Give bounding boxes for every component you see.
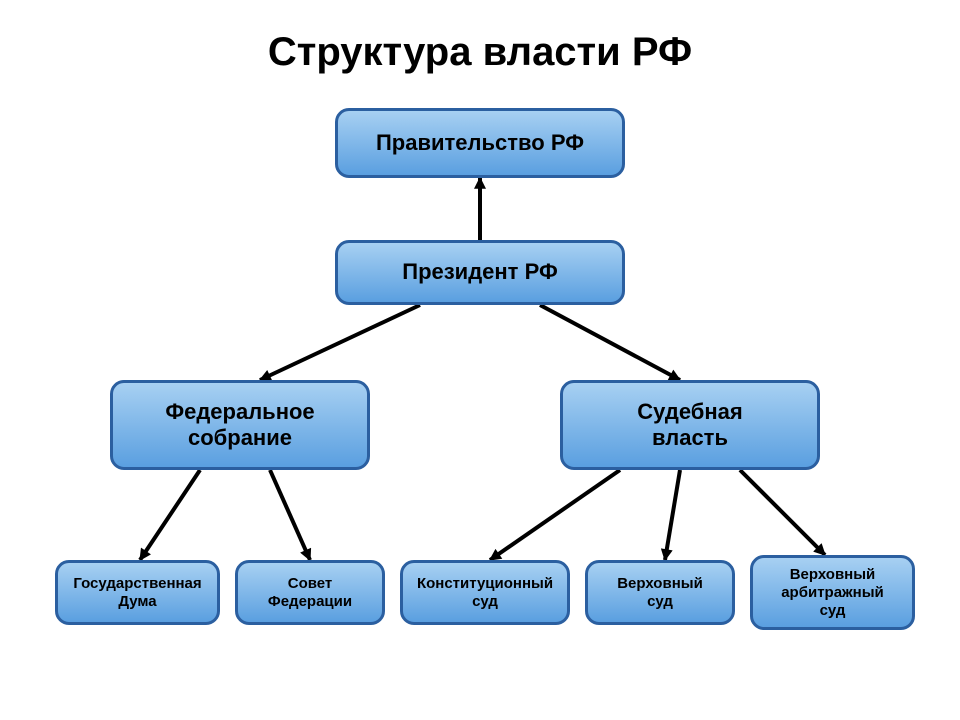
- node-label: ГосударственнаяДума: [73, 575, 201, 611]
- node-president: Президент РФ: [335, 240, 625, 305]
- node-label: Правительство РФ: [376, 130, 584, 156]
- node-label: Федеральноесобрание: [165, 399, 314, 452]
- node-label: Президент РФ: [402, 259, 557, 285]
- node-supcourt: Верховныйсуд: [585, 560, 735, 625]
- node-label: Судебнаявласть: [637, 399, 742, 452]
- node-label: Верховныйарбитражныйсуд: [781, 566, 884, 620]
- node-label: Конституционныйсуд: [417, 575, 553, 611]
- node-constcourt: Конституционныйсуд: [400, 560, 570, 625]
- node-arbcourt: Верховныйарбитражныйсуд: [750, 555, 915, 630]
- node-label: Верховныйсуд: [617, 575, 703, 611]
- node-gov: Правительство РФ: [335, 108, 625, 178]
- edge-judicial-constcourt: [490, 470, 620, 560]
- edge-fedassembly-sovfed: [270, 470, 310, 560]
- node-sovfed: СоветФедерации: [235, 560, 385, 625]
- node-duma: ГосударственнаяДума: [55, 560, 220, 625]
- node-judicial: Судебнаявласть: [560, 380, 820, 470]
- edge-fedassembly-duma: [140, 470, 200, 560]
- edge-judicial-arbcourt: [740, 470, 825, 555]
- edge-judicial-supcourt: [665, 470, 680, 560]
- edge-president-judicial: [540, 305, 680, 380]
- node-label: СоветФедерации: [268, 575, 352, 611]
- edge-president-fedassembly: [260, 305, 420, 380]
- diagram-title: Структура власти РФ: [0, 30, 960, 75]
- node-fedassembly: Федеральноесобрание: [110, 380, 370, 470]
